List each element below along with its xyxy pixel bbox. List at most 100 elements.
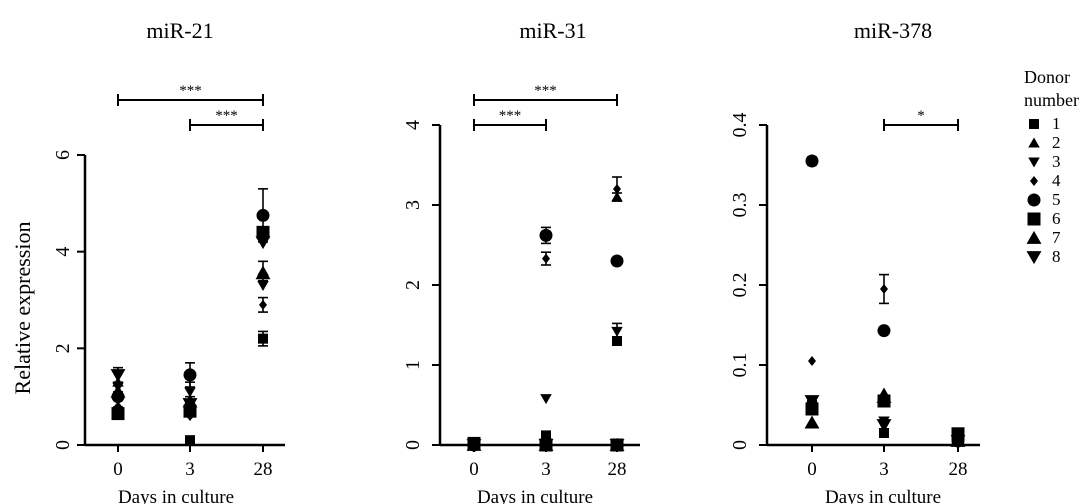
data-point-donor-6 — [805, 402, 819, 416]
data-point-donor-5 — [183, 368, 197, 382]
y-tick-label: 0.4 — [729, 113, 751, 138]
data-point-donor-1 — [879, 428, 889, 438]
y-tick-label: 0.2 — [729, 273, 751, 298]
panel-mir-31: miR-31 0 1 2 3 4 0 3 28 Days in culture *** *** — [402, 18, 640, 504]
legend-marker — [1027, 193, 1041, 206]
data-point-donor-1 — [258, 333, 268, 344]
data-point-donor-8 — [182, 398, 198, 412]
data-point-donor-5 — [805, 154, 819, 168]
legend-marker-square — [1027, 212, 1041, 225]
y-tick-label: 4 — [402, 120, 424, 130]
legend-title: Donor number — [1024, 67, 1079, 110]
x-tick-label: 3 — [185, 459, 195, 480]
significance-label: *** — [215, 108, 238, 124]
data-point-donor-6 — [256, 225, 270, 239]
legend-label: 5 — [1052, 189, 1061, 209]
panel-mir-378: miR-378 0 0.1 0.2 0.3 0.4 0 3 28 Days in culture * — [729, 18, 980, 504]
data-point-donor-8 — [255, 236, 271, 250]
x-tick-label: 0 — [469, 459, 479, 480]
chart-title: miR-21 — [146, 18, 213, 43]
legend-entry: 4 — [1024, 171, 1090, 190]
legend-entry: 8 — [1024, 247, 1090, 266]
significance-label: *** — [534, 83, 557, 99]
legend-entry: 2 — [1024, 133, 1090, 152]
y-tick-label: 1 — [402, 360, 424, 370]
x-axis-label: Days in culture — [477, 487, 593, 504]
x-tick-label: 3 — [879, 459, 889, 480]
legend-marker-triangle-up — [1026, 230, 1042, 244]
x-axis-label: Days in culture — [118, 487, 234, 504]
legend-label: 6 — [1052, 208, 1061, 228]
data-point-donor-8 — [110, 369, 126, 383]
legend-entry: 1 — [1024, 114, 1090, 133]
x-tick-label: 0 — [807, 459, 817, 480]
y-tick-label: 2 — [402, 280, 424, 290]
legend-marker-triangle-up-small — [1028, 137, 1040, 147]
data-point-donor-4 — [259, 299, 267, 310]
x-tick-label: 3 — [541, 459, 551, 480]
data-point-donor-5 — [877, 324, 891, 338]
data-point-donor-3 — [540, 394, 552, 405]
data-point-donor-8 — [950, 435, 966, 449]
data-point-donor-7 — [876, 389, 892, 403]
data-point-donor-7 — [110, 384, 126, 398]
data-point-donor-5 — [539, 228, 553, 242]
data-point-donor-7 — [804, 415, 820, 429]
data-point-donor-4 — [542, 253, 550, 264]
legend-label: 7 — [1052, 227, 1061, 247]
x-tick-label: 28 — [608, 459, 627, 480]
data-point-donor-4 — [880, 284, 888, 294]
x-tick-label: 28 — [254, 459, 273, 480]
x-tick-label: 0 — [113, 459, 123, 480]
data-point-donor-8 — [538, 439, 554, 453]
data-point-donor-5 — [256, 208, 270, 222]
data-point-donor-4 — [613, 184, 621, 194]
legend-marker — [1027, 212, 1041, 225]
data-point-donor-5 — [610, 254, 624, 268]
legend-label: 4 — [1052, 170, 1061, 190]
legend-label: 8 — [1052, 246, 1061, 266]
legend-marker-triangle-down — [1026, 250, 1042, 264]
legend-marker — [1028, 157, 1040, 167]
y-tick-label: 3 — [402, 200, 424, 210]
panel-mir-21: miR-21 0 2 4 6 0 3 28 Days in culture Relative ex… — [10, 18, 285, 504]
x-tick-label: 28 — [949, 459, 968, 480]
data-point-donor-8 — [876, 419, 892, 433]
chart-title: miR-378 — [854, 18, 932, 43]
data-point-donor-7 — [255, 266, 271, 280]
legend-marker — [1029, 118, 1039, 129]
data-point-donor-3 — [611, 326, 623, 337]
y-tick-label: 2 — [52, 343, 74, 353]
y-tick-label: 0.1 — [729, 353, 751, 378]
y-tick-label: 0 — [402, 440, 424, 450]
legend-entry: 7 — [1024, 228, 1090, 247]
figure: miR-21 0 2 4 6 0 3 28 Days in culture Relative ex… — [10, 18, 980, 504]
legend-entry: 6 — [1024, 209, 1090, 228]
data-point-donor-3 — [257, 281, 269, 291]
data-point-donor-4 — [808, 356, 816, 366]
x-axis-label: Days in culture — [825, 487, 941, 504]
legend-marker-triangle-down-small — [1028, 157, 1040, 167]
data-point-donor-1 — [541, 430, 551, 441]
y-axis-label: Relative expression — [10, 222, 35, 395]
y-tick-label: 0 — [52, 440, 74, 450]
data-point-donor-6 — [111, 407, 125, 421]
legend-label: 2 — [1052, 132, 1061, 152]
y-tick-label: 0.3 — [729, 193, 751, 218]
y-tick-label: 0 — [729, 440, 751, 450]
significance-label: *** — [179, 83, 202, 99]
legend-marker-diamond-small — [1030, 175, 1038, 186]
legend-marker — [1026, 230, 1042, 244]
data-point-donor-8 — [609, 439, 625, 453]
legend-entry: 3 — [1024, 152, 1090, 171]
data-point-donor-6 — [183, 404, 197, 418]
legend-marker — [1030, 175, 1038, 186]
significance-label: * — [917, 108, 925, 124]
legend-marker-circle — [1027, 193, 1041, 206]
y-tick-label: 6 — [52, 150, 74, 160]
y-tick-label: 4 — [52, 247, 74, 257]
significance-label: *** — [499, 108, 522, 124]
legend-entry: 5 — [1024, 190, 1090, 209]
